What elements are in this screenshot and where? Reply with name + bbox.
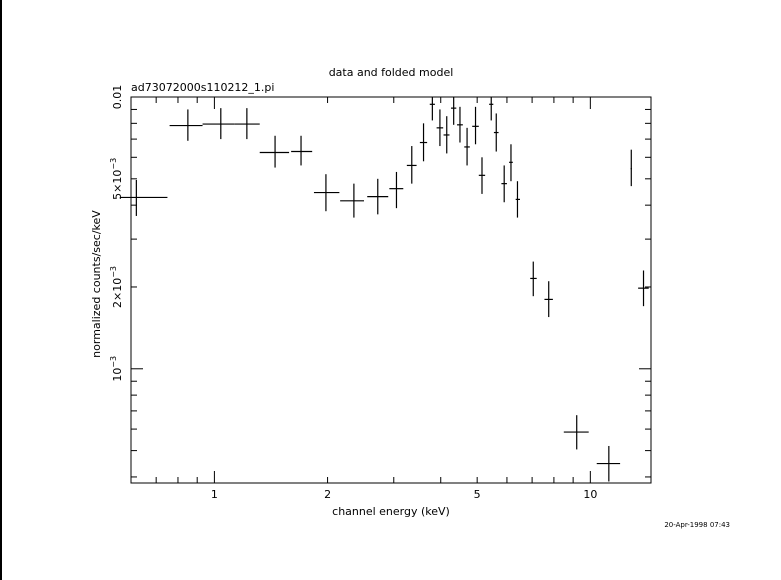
x-tick-label: 2 — [324, 488, 331, 501]
chart-title: data and folded model — [329, 66, 454, 79]
plot-frame — [130, 96, 652, 484]
data-point — [478, 157, 486, 194]
data-point — [451, 97, 457, 125]
y-tick-label: 5×10−3 — [109, 158, 124, 200]
data-point — [493, 113, 499, 152]
data-point — [464, 127, 470, 166]
chart-subtitle: ad73072000s110212_1.pi — [131, 81, 274, 94]
data-point — [202, 108, 235, 140]
x-tick-label: 10 — [583, 488, 597, 501]
data-point — [472, 106, 479, 145]
data-point — [509, 144, 513, 182]
data-point — [429, 97, 435, 121]
data-point — [501, 165, 507, 203]
data-points — [119, 97, 649, 482]
y-tick-label: 0.01 — [111, 85, 124, 110]
x-tick-label: 5 — [474, 488, 481, 501]
x-tick-label: 1 — [211, 488, 218, 501]
data-point — [515, 181, 521, 218]
y-tick-label: 10−3 — [109, 356, 124, 382]
data-point — [443, 116, 450, 154]
data-point — [234, 108, 260, 140]
plot-border — [130, 96, 652, 484]
data-point — [389, 171, 404, 209]
data-point — [638, 270, 649, 307]
data-point — [489, 97, 494, 121]
data-point — [313, 174, 340, 212]
data-point — [544, 281, 553, 318]
data-point — [169, 109, 203, 141]
data-point — [457, 106, 463, 143]
window-edge — [0, 0, 2, 580]
data-point — [563, 415, 589, 450]
data-point — [406, 146, 417, 184]
y-axis: 10−3 2×10−3 5×10−3 0.01 — [109, 85, 651, 478]
data-point — [630, 149, 632, 187]
x-axis: 1 2 5 10 — [130, 97, 597, 501]
data-point — [340, 183, 365, 218]
y-axis-label: normalized counts/sec/keV — [90, 210, 103, 358]
data-point — [419, 123, 428, 162]
data-point — [291, 135, 313, 166]
data-point — [119, 180, 168, 216]
y-tick-label: 2×10−3 — [109, 266, 124, 308]
timestamp: 20-Apr-1998 07:43 — [664, 521, 730, 529]
x-axis-label: channel energy (keV) — [332, 505, 450, 518]
data-point — [596, 445, 621, 482]
data-point — [367, 178, 389, 215]
data-point — [436, 109, 444, 147]
data-point — [530, 261, 537, 297]
data-point — [259, 135, 290, 168]
